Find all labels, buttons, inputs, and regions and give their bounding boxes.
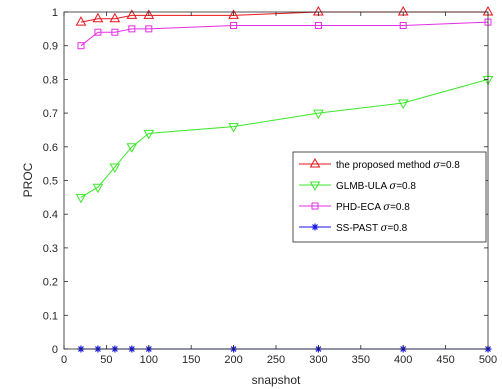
data-point — [143, 9, 155, 19]
series-2 — [77, 18, 492, 50]
y-tick-label: 1 — [52, 7, 58, 19]
legend-entry-3: SS-PAST σ=0.8 — [299, 223, 408, 234]
y-tick-label: 0.4 — [43, 209, 58, 221]
data-point — [128, 25, 136, 33]
data-point — [92, 12, 104, 23]
legend-marker — [311, 202, 319, 210]
data-point — [94, 28, 102, 36]
y-tick-label: 0.8 — [43, 74, 58, 86]
data-point — [314, 21, 322, 29]
data-point — [111, 28, 119, 36]
x-tick-label: 400 — [394, 354, 412, 366]
data-point — [143, 129, 155, 140]
data-point — [126, 143, 138, 153]
legend-marker — [309, 157, 321, 168]
legend-label: the proposed method σ=0.8 — [336, 160, 460, 171]
data-point — [313, 109, 324, 120]
legend-entry-2: PHD-ECA σ=0.8 — [299, 202, 410, 213]
data-point — [228, 9, 239, 19]
legend-label: GLMB-ULA σ=0.8 — [336, 181, 416, 192]
legend-entry-1: GLMB-ULA σ=0.8 — [299, 181, 416, 192]
x-tick-label: 450 — [436, 354, 454, 366]
x-tick-label: 50 — [100, 354, 112, 366]
data-point — [399, 21, 407, 29]
data-point — [77, 42, 85, 50]
series-1 — [75, 75, 494, 204]
legend-label: SS-PAST σ=0.8 — [336, 223, 408, 234]
data-point — [126, 9, 138, 19]
y-tick-label: 0.9 — [43, 41, 58, 53]
x-tick-label: 500 — [479, 354, 497, 366]
series-line — [80, 21, 489, 47]
legend-marker — [309, 181, 321, 192]
legend-entry-0: the proposed method σ=0.8 — [299, 157, 460, 171]
y-tick-label: 0.1 — [43, 310, 58, 322]
legend: the proposed method σ=0.8 GLMB-ULA σ=0.8 P… — [292, 151, 487, 243]
data-point — [230, 21, 238, 29]
x-tick-label: 350 — [352, 354, 370, 366]
data-point — [109, 12, 121, 23]
data-point — [75, 16, 87, 26]
y-tick-label: 0.3 — [43, 243, 58, 255]
y-tick-label: 0.7 — [43, 108, 58, 120]
x-tick-label: 0 — [61, 354, 67, 366]
x-tick-label: 300 — [309, 354, 327, 366]
y-tick-label: 0 — [52, 344, 58, 356]
axes-layer: 0 50 100 150 200 250 300 350 400 450 500 0 0.1 0.2 0.3… — [43, 7, 497, 366]
data-point — [92, 183, 104, 194]
data-point — [228, 123, 239, 133]
x-tick-label: 150 — [182, 354, 200, 366]
y-tick-label: 0.6 — [43, 142, 58, 154]
x-axis-label: snapshot — [252, 373, 301, 387]
y-tick-label: 0.5 — [43, 176, 58, 188]
y-axis-label: PROC — [21, 162, 35, 197]
data-point — [397, 99, 409, 110]
x-tick-label: 250 — [267, 354, 285, 366]
data-point — [145, 25, 153, 33]
y-tick-label: 0.2 — [43, 277, 58, 289]
x-tick-label: 100 — [140, 354, 158, 366]
legend-label: PHD-ECA σ=0.8 — [336, 202, 410, 213]
legend-marker — [311, 223, 319, 231]
data-point — [75, 193, 87, 204]
series-line — [80, 78, 489, 198]
x-tick-label: 200 — [224, 354, 242, 366]
data-point — [109, 163, 121, 174]
